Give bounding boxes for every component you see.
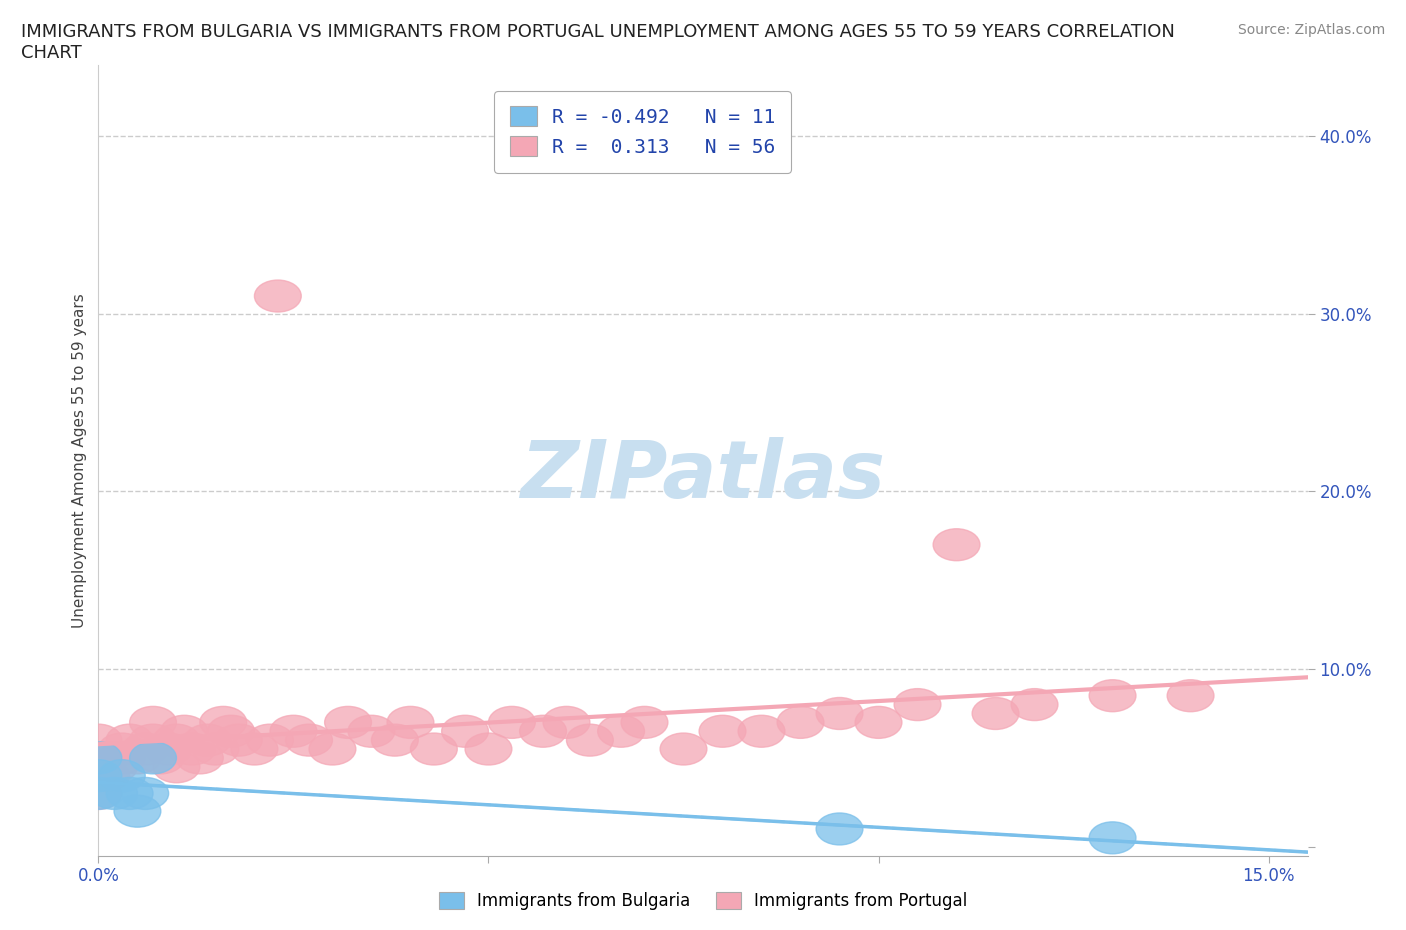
Ellipse shape [815, 813, 863, 845]
Ellipse shape [83, 760, 129, 791]
Ellipse shape [1011, 688, 1057, 721]
Ellipse shape [75, 742, 122, 774]
Ellipse shape [349, 715, 395, 747]
Ellipse shape [285, 724, 332, 756]
Ellipse shape [894, 688, 941, 721]
Ellipse shape [208, 715, 254, 747]
Ellipse shape [75, 777, 122, 809]
Ellipse shape [371, 724, 418, 756]
Ellipse shape [254, 280, 301, 312]
Ellipse shape [169, 733, 215, 765]
Ellipse shape [98, 733, 145, 765]
Ellipse shape [441, 715, 488, 747]
Ellipse shape [160, 715, 208, 747]
Ellipse shape [1090, 680, 1136, 711]
Ellipse shape [129, 707, 176, 738]
Text: ZIPatlas: ZIPatlas [520, 437, 886, 515]
Ellipse shape [598, 715, 644, 747]
Ellipse shape [1090, 822, 1136, 854]
Ellipse shape [90, 751, 138, 783]
Legend: Immigrants from Bulgaria, Immigrants from Portugal: Immigrants from Bulgaria, Immigrants fro… [432, 885, 974, 917]
Ellipse shape [200, 707, 246, 738]
Ellipse shape [75, 760, 122, 791]
Ellipse shape [153, 724, 200, 756]
Text: CHART: CHART [21, 44, 82, 61]
Ellipse shape [129, 724, 176, 756]
Ellipse shape [972, 698, 1019, 729]
Ellipse shape [567, 724, 613, 756]
Ellipse shape [270, 715, 316, 747]
Ellipse shape [246, 724, 294, 756]
Ellipse shape [90, 777, 138, 809]
Ellipse shape [934, 529, 980, 561]
Text: Source: ZipAtlas.com: Source: ZipAtlas.com [1237, 23, 1385, 37]
Ellipse shape [411, 733, 457, 765]
Ellipse shape [138, 742, 184, 774]
Ellipse shape [815, 698, 863, 729]
Ellipse shape [659, 733, 707, 765]
Ellipse shape [193, 733, 239, 765]
Ellipse shape [122, 733, 169, 765]
Ellipse shape [114, 742, 160, 774]
Ellipse shape [184, 724, 231, 756]
Ellipse shape [699, 715, 747, 747]
Ellipse shape [543, 707, 591, 738]
Ellipse shape [114, 795, 160, 827]
Ellipse shape [387, 707, 434, 738]
Ellipse shape [488, 707, 536, 738]
Ellipse shape [107, 724, 153, 756]
Y-axis label: Unemployment Among Ages 55 to 59 years: Unemployment Among Ages 55 to 59 years [72, 293, 87, 628]
Ellipse shape [75, 760, 122, 791]
Ellipse shape [1167, 680, 1213, 711]
Ellipse shape [738, 715, 785, 747]
Ellipse shape [855, 707, 901, 738]
Ellipse shape [176, 742, 224, 774]
Ellipse shape [129, 742, 176, 774]
Ellipse shape [98, 742, 145, 774]
Ellipse shape [778, 707, 824, 738]
Ellipse shape [75, 742, 122, 774]
Ellipse shape [75, 777, 122, 809]
Ellipse shape [107, 777, 153, 809]
Ellipse shape [215, 724, 263, 756]
Ellipse shape [145, 733, 193, 765]
Ellipse shape [75, 724, 122, 756]
Ellipse shape [520, 715, 567, 747]
Ellipse shape [325, 707, 371, 738]
Ellipse shape [98, 760, 145, 791]
Ellipse shape [231, 733, 278, 765]
Ellipse shape [465, 733, 512, 765]
Ellipse shape [621, 707, 668, 738]
Legend: R = -0.492   N = 11, R =  0.313   N = 56: R = -0.492 N = 11, R = 0.313 N = 56 [494, 90, 792, 173]
Ellipse shape [309, 733, 356, 765]
Text: IMMIGRANTS FROM BULGARIA VS IMMIGRANTS FROM PORTUGAL UNEMPLOYMENT AMONG AGES 55 : IMMIGRANTS FROM BULGARIA VS IMMIGRANTS F… [21, 23, 1175, 41]
Ellipse shape [153, 751, 200, 783]
Ellipse shape [122, 777, 169, 809]
